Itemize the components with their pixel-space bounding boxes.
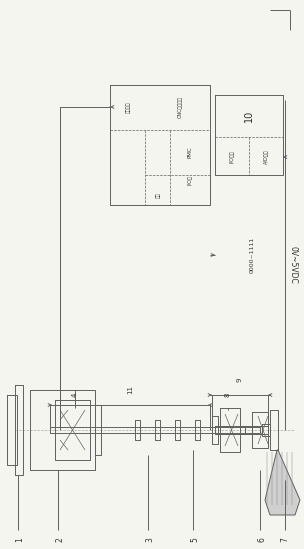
Text: 2: 2 bbox=[56, 537, 64, 542]
Text: I/O口: I/O口 bbox=[188, 175, 192, 185]
Text: 7: 7 bbox=[281, 537, 289, 542]
Text: 8: 8 bbox=[225, 393, 231, 397]
Text: 3: 3 bbox=[146, 537, 154, 542]
Text: 5: 5 bbox=[191, 537, 199, 542]
Text: 伺服系统: 伺服系统 bbox=[126, 101, 130, 113]
Text: 1: 1 bbox=[16, 537, 25, 542]
Text: PMC: PMC bbox=[188, 146, 192, 158]
Text: A/D接口: A/D接口 bbox=[264, 150, 268, 164]
Text: I/O接口: I/O接口 bbox=[230, 150, 234, 163]
Text: CNC数控系统: CNC数控系统 bbox=[178, 96, 182, 118]
Text: 10: 10 bbox=[244, 110, 254, 122]
Text: 0000~1111: 0000~1111 bbox=[250, 237, 254, 273]
Text: 9: 9 bbox=[237, 378, 243, 382]
Text: 接口: 接口 bbox=[156, 192, 161, 198]
Text: 0V~5VDC: 0V~5VDC bbox=[288, 246, 298, 284]
Polygon shape bbox=[265, 450, 300, 515]
Text: 11: 11 bbox=[127, 385, 133, 395]
Text: 4: 4 bbox=[72, 393, 78, 397]
Text: 6: 6 bbox=[257, 537, 267, 542]
